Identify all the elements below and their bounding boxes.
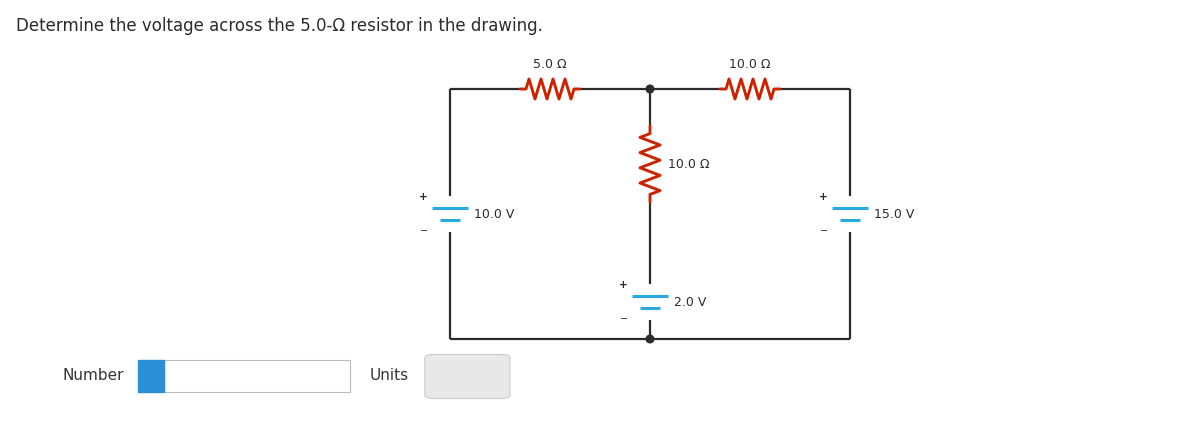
Text: 2.0 V: 2.0 V: [674, 296, 707, 309]
Circle shape: [647, 335, 654, 343]
Text: −: −: [820, 226, 828, 236]
Text: −: −: [620, 314, 628, 324]
Text: 10.0 V: 10.0 V: [474, 207, 515, 220]
Text: +: +: [419, 192, 428, 202]
Circle shape: [647, 85, 654, 93]
Text: 5.0 Ω: 5.0 Ω: [533, 58, 566, 71]
Text: 10.0 Ω: 10.0 Ω: [730, 58, 770, 71]
Text: Units: Units: [370, 368, 409, 383]
Text: ▲: ▲: [463, 365, 470, 374]
Text: Determine the voltage across the 5.0-Ω resistor in the drawing.: Determine the voltage across the 5.0-Ω r…: [16, 17, 542, 35]
Text: −: −: [420, 226, 428, 236]
Text: ▼: ▼: [463, 382, 470, 391]
Text: +: +: [820, 192, 828, 202]
Text: 15.0 V: 15.0 V: [874, 207, 914, 220]
Text: i: i: [149, 369, 154, 383]
Text: Number: Number: [62, 368, 124, 383]
Text: 10.0 Ω: 10.0 Ω: [668, 157, 709, 170]
Text: +: +: [619, 280, 628, 290]
